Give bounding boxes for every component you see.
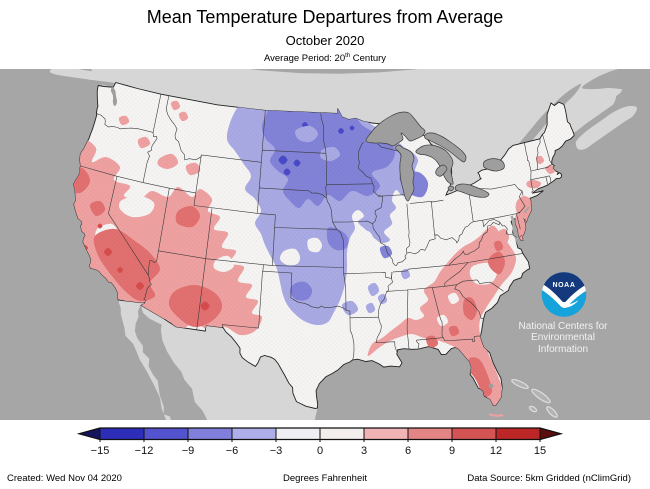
svg-text:12: 12 [490, 445, 502, 457]
svg-text:−12: −12 [135, 445, 154, 457]
svg-text:−3: −3 [270, 445, 283, 457]
svg-text:−9: −9 [182, 445, 195, 457]
svg-text:NOAA: NOAA [552, 282, 575, 289]
svg-text:0: 0 [317, 445, 323, 457]
svg-text:3: 3 [361, 445, 367, 457]
svg-text:15: 15 [534, 445, 546, 457]
svg-text:−15: −15 [91, 445, 110, 457]
svg-text:6: 6 [405, 445, 411, 457]
svg-text:−6: −6 [226, 445, 239, 457]
svg-text:9: 9 [449, 445, 455, 457]
